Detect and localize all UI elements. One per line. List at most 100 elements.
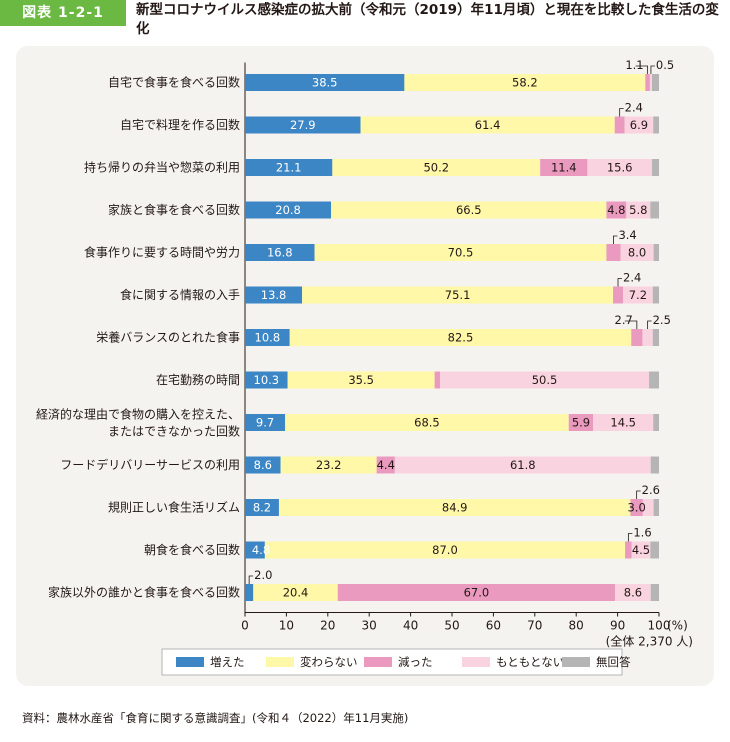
callout-leader: [613, 235, 618, 244]
figure-number-badge: 図表 1-2-1: [0, 0, 126, 26]
bar-segment: [650, 201, 659, 219]
callout-leader: [636, 490, 641, 499]
source-note: 資料：農林水産省「食育に関する意識調査」(令和４（2022）年11月実施): [22, 711, 409, 725]
data-label: 61.8: [510, 458, 536, 472]
bar-segment: [613, 286, 623, 304]
bar-segment: [434, 371, 440, 389]
category-label: 持ち帰りの弁当や惣菜の利用: [84, 160, 240, 175]
bar-segment: [289, 329, 632, 346]
bar-segment: [540, 159, 588, 176]
category-label: 規則正しい食生活リズム: [108, 500, 240, 515]
data-label: 4.8: [252, 543, 270, 557]
x-tick-label: 70: [527, 619, 542, 633]
data-label: 11.4: [551, 161, 577, 175]
data-label: 58.2: [512, 76, 538, 90]
bar-segment: [630, 499, 643, 516]
data-label: 27.9: [290, 118, 316, 132]
bar-segment: [264, 541, 626, 559]
bar-segment: [245, 541, 265, 559]
bar-segment: [439, 371, 650, 389]
bar-segment: [651, 159, 659, 176]
data-label: 75.1: [445, 288, 471, 302]
data-label: 8.6: [254, 458, 272, 472]
bar-segment: [642, 499, 654, 516]
bar-segment: [615, 584, 651, 601]
category-label: 朝食を食べる回数: [144, 542, 240, 557]
data-label: 14.5: [610, 416, 636, 430]
bar-segment: [631, 329, 643, 346]
bar-segment: [626, 201, 651, 219]
data-label: 5.8: [629, 203, 647, 217]
bar-segment: [653, 116, 659, 134]
category-label: 栄養バランスのとれた食事: [96, 330, 240, 345]
x-unit-label: (%): [667, 619, 688, 633]
category-label: 経済的な理由で食物の購入を控えた、: [36, 407, 240, 422]
callout-label: 2.4: [623, 271, 641, 285]
callout-leader: [647, 320, 652, 329]
chart-panel: 0 10 20 30 40 50 60 70 80 90 100 (%) (全体 2,370 人) 自宅で…: [16, 46, 714, 686]
bar-segment: [649, 74, 652, 91]
figure-header: 図表 1-2-1 新型コロナウイルス感染症の拡大前（令和元（2019）年11月頃…: [0, 0, 730, 40]
bar-segment: [245, 584, 254, 601]
x-tick-label: 100: [648, 619, 671, 633]
data-label: 82.5: [448, 331, 474, 345]
callout-leader: [627, 533, 633, 542]
callout-label: 2.7: [615, 313, 633, 327]
bar-segment: [280, 456, 377, 474]
callout-label: 3.4: [618, 228, 636, 242]
data-label: 61.4: [475, 118, 501, 132]
bar-segment: [620, 244, 654, 261]
x-tick-label: 0: [241, 619, 249, 633]
bar-segment: [651, 74, 659, 91]
bar-segment: [631, 541, 651, 559]
category-label: 家族以外の誰かと食事を食べる回数: [48, 585, 240, 600]
callout-leader: [624, 320, 638, 329]
figure-title: 新型コロナウイルス感染症の拡大前（令和元（2019）年11月頃）と現在を比較した…: [136, 2, 719, 37]
x-tick-label: 10: [279, 619, 294, 633]
category-label: 食に関する情報の入手: [120, 287, 240, 302]
x-tick-label: 20: [320, 619, 335, 633]
callout-leader: [619, 108, 624, 117]
bar-segment: [593, 414, 654, 431]
bar-segment: [568, 414, 594, 431]
bar-segment: [302, 286, 614, 304]
bar-segment: [287, 371, 435, 389]
bar-segment: [376, 456, 395, 474]
callout-leader: [617, 278, 623, 287]
bar-segment: [642, 329, 653, 346]
callout-label: 2.6: [642, 483, 660, 497]
bar-segment: [245, 244, 315, 261]
bar-segment: [332, 159, 541, 176]
legend-label: 減った: [398, 655, 433, 669]
data-label: 4.8: [607, 203, 625, 217]
callout-leader: [635, 65, 649, 74]
data-label: 10.8: [255, 331, 281, 345]
x-tick-label: 50: [444, 619, 459, 633]
bar-segment: [253, 584, 338, 601]
x-tick-label: 60: [486, 619, 501, 633]
bar-segment: [650, 456, 659, 474]
bar-segment: [606, 244, 621, 261]
bar-segment: [587, 159, 652, 176]
bar-segment: [404, 74, 646, 91]
category-label: 在宅勤務の時間: [156, 372, 240, 387]
respondent-note: (全体 2,370 人): [606, 634, 693, 649]
category-label: 自宅で食事を食べる回数: [108, 75, 240, 90]
bar-segment: [245, 286, 303, 304]
data-label: 9.7: [256, 416, 274, 430]
bar-segment: [314, 244, 607, 261]
callout-label: 2.4: [625, 101, 643, 115]
data-label: 50.5: [532, 373, 558, 387]
bar-segment: [245, 116, 361, 134]
bar-segment: [653, 414, 659, 431]
data-label: 13.8: [261, 288, 287, 302]
bar-segment: [245, 201, 332, 219]
bar-segment: [245, 414, 286, 431]
data-label: 70.5: [448, 246, 474, 260]
bar-segment: [645, 74, 650, 91]
callout-label: 1.6: [633, 526, 651, 540]
data-label: 15.6: [607, 161, 633, 175]
legend-swatch: [462, 657, 490, 667]
data-label: 68.5: [414, 416, 440, 430]
callout-leader: [248, 575, 254, 584]
